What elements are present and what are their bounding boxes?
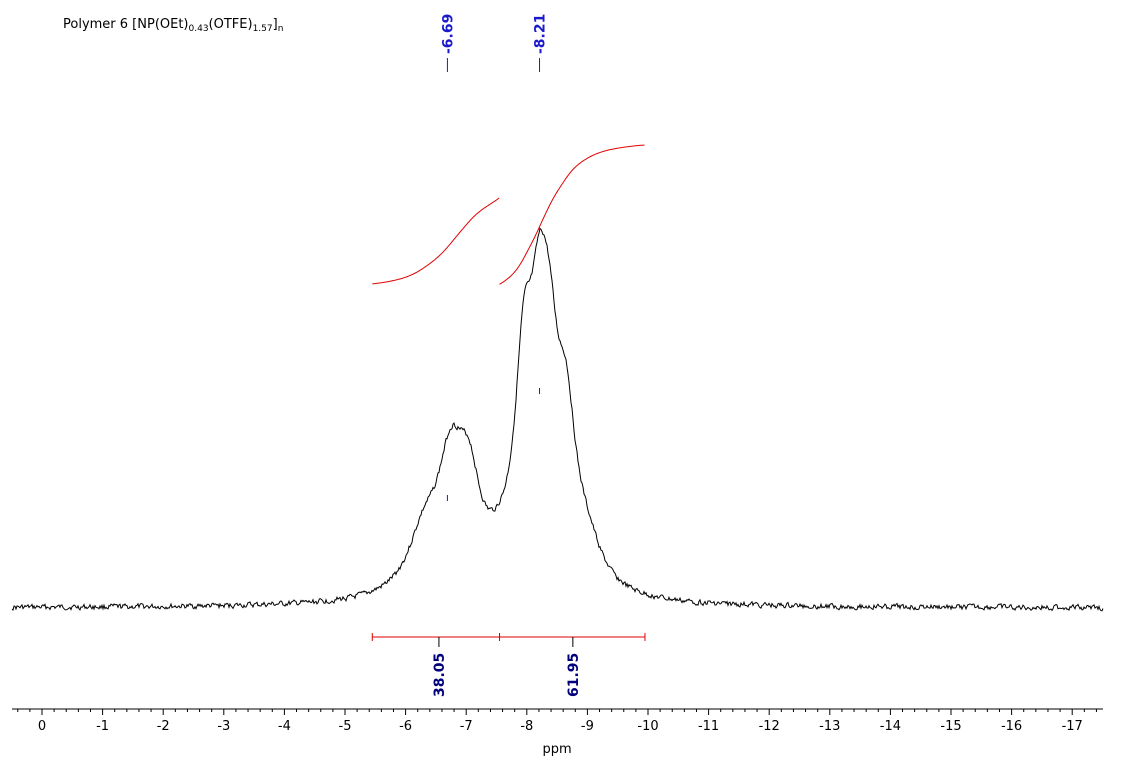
x-tick-label: -2 xyxy=(157,719,170,734)
chart-title: Polymer 6 [NP(OEt)0.43(OTFE)1.57]n xyxy=(63,17,284,34)
x-tick-label: -13 xyxy=(819,719,840,734)
x-tick-label: -6 xyxy=(399,719,412,734)
x-tick-label: -7 xyxy=(460,719,473,734)
x-tick-label: -10 xyxy=(637,719,658,734)
peak-label-1: -6.69 xyxy=(440,14,456,54)
x-tick-label: -8 xyxy=(520,719,533,734)
x-tick-label: -15 xyxy=(940,719,961,734)
integral-label-2: 61.95 xyxy=(566,653,582,697)
x-tick-label: -5 xyxy=(339,719,352,734)
x-tick-label: 0 xyxy=(38,719,46,734)
x-tick-label: -3 xyxy=(217,719,230,734)
x-tick-label: -9 xyxy=(581,719,594,734)
x-tick-label: -12 xyxy=(759,719,780,734)
integral-label-1: 38.05 xyxy=(432,653,448,697)
spectrum-line xyxy=(11,227,1104,612)
x-tick-label: -11 xyxy=(698,719,719,734)
x-axis-label: ppm xyxy=(543,742,572,757)
x-tick-label: -16 xyxy=(1001,719,1022,734)
x-tick-label: -14 xyxy=(880,719,901,734)
x-tick-label: -1 xyxy=(96,719,109,734)
x-tick-label: -4 xyxy=(278,719,291,734)
integral-curve-1 xyxy=(372,197,500,285)
x-tick-label: -17 xyxy=(1062,719,1083,734)
peak-label-2: -8.21 xyxy=(533,14,549,54)
integral-curve-2 xyxy=(499,144,645,285)
